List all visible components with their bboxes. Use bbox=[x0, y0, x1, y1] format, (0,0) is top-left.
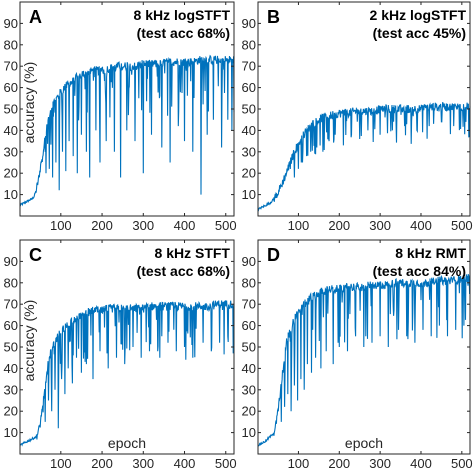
y-tick-label: 60 bbox=[242, 80, 256, 95]
y-tick-label: 70 bbox=[4, 59, 18, 74]
x-tick-label: 200 bbox=[328, 218, 350, 233]
y-tick-label: 50 bbox=[4, 102, 18, 117]
panel-letter: C bbox=[29, 245, 42, 265]
y-tick-label: 50 bbox=[4, 340, 18, 355]
y-tick-label: 10 bbox=[242, 425, 256, 440]
y-tick-label: 90 bbox=[4, 16, 18, 31]
x-tick-label: 500 bbox=[215, 218, 237, 233]
panel-title-line: (test acc 68%) bbox=[137, 263, 230, 279]
y-tick-label: 40 bbox=[4, 123, 18, 138]
y-tick-label: 30 bbox=[242, 144, 256, 159]
y-tick-label: 70 bbox=[242, 297, 256, 312]
y-tick-label: 60 bbox=[242, 318, 256, 333]
panel-title-line: (test acc 68%) bbox=[137, 25, 230, 41]
y-tick-label: 10 bbox=[242, 187, 256, 202]
y-tick-label: 60 bbox=[4, 318, 18, 333]
x-tick-label: 100 bbox=[288, 456, 310, 471]
x-tick-label: 400 bbox=[410, 218, 432, 233]
y-tick-label: 50 bbox=[242, 102, 256, 117]
y-tick-label: 10 bbox=[4, 425, 18, 440]
x-axis-label: epoch bbox=[108, 435, 146, 451]
series-line-d bbox=[257, 273, 471, 447]
x-tick-label: 500 bbox=[451, 456, 473, 471]
y-tick-label: 70 bbox=[242, 59, 256, 74]
x-tick-label: 200 bbox=[91, 456, 113, 471]
panel-c: 10 20 30 40 50 60 70 80 90 100 200 300 400 500 C 8 kHz … bbox=[4, 239, 237, 471]
series-line-b bbox=[257, 102, 471, 212]
y-tick-label: 50 bbox=[242, 340, 256, 355]
panel-title-line: 8 kHz logSTFT bbox=[134, 7, 231, 23]
y-tick-label: 60 bbox=[4, 80, 18, 95]
x-tick-label: 300 bbox=[369, 456, 391, 471]
x-tick-label: 400 bbox=[174, 218, 196, 233]
y-tick-label: 10 bbox=[4, 187, 18, 202]
y-tick-label: 30 bbox=[4, 144, 18, 159]
panel-title-line: 8 kHz STFT bbox=[155, 245, 231, 261]
panel-letter: D bbox=[267, 245, 280, 265]
y-tick-label: 80 bbox=[4, 275, 18, 290]
y-tick-label: 90 bbox=[4, 254, 18, 269]
y-tick-label: 30 bbox=[4, 382, 18, 397]
y-tick-label: 30 bbox=[242, 382, 256, 397]
panel-title-line: (test acc 84%) bbox=[373, 263, 466, 279]
panel-title-line: (test acc 45%) bbox=[373, 25, 466, 41]
x-axis-label: epoch bbox=[345, 435, 383, 451]
panel-title-line: 2 kHz logSTFT bbox=[370, 7, 467, 23]
x-tick-label: 100 bbox=[288, 218, 310, 233]
x-tick-label: 300 bbox=[369, 218, 391, 233]
y-axis-label: accuracy (%) bbox=[21, 300, 37, 382]
y-tick-label: 20 bbox=[4, 166, 18, 181]
x-tick-label: 300 bbox=[132, 456, 154, 471]
y-tick-label: 80 bbox=[242, 37, 256, 52]
x-tick-label: 200 bbox=[91, 218, 113, 233]
y-tick-label: 20 bbox=[4, 404, 18, 419]
panel-letter: B bbox=[267, 7, 280, 27]
panel-b: 10 20 30 40 50 60 70 80 90 100 200 300 400 500 B 2 kHz … bbox=[242, 1, 473, 233]
x-tick-label: 400 bbox=[174, 456, 196, 471]
series-line-a bbox=[19, 54, 235, 207]
y-tick-label: 20 bbox=[242, 166, 256, 181]
panel-d: 10 20 30 40 50 60 70 80 90 100 200 300 400 500 D 8 kHz … bbox=[242, 239, 473, 471]
y-tick-label: 80 bbox=[4, 37, 18, 52]
x-tick-label: 100 bbox=[50, 456, 72, 471]
y-tick-label: 40 bbox=[242, 123, 256, 138]
y-tick-label: 40 bbox=[242, 361, 256, 376]
panel-title-line: 8 kHz RMT bbox=[395, 245, 466, 261]
y-tick-label: 90 bbox=[242, 16, 256, 31]
y-tick-label: 70 bbox=[4, 297, 18, 312]
x-tick-label: 400 bbox=[410, 456, 432, 471]
x-tick-label: 200 bbox=[328, 456, 350, 471]
y-tick-label: 80 bbox=[242, 275, 256, 290]
x-tick-label: 500 bbox=[451, 218, 473, 233]
x-tick-label: 300 bbox=[132, 218, 154, 233]
y-tick-label: 20 bbox=[242, 404, 256, 419]
x-tick-label: 100 bbox=[50, 218, 72, 233]
y-tick-label: 90 bbox=[242, 254, 256, 269]
x-tick-label: 500 bbox=[215, 456, 237, 471]
panel-a: 10 20 30 40 50 60 70 80 90 100 200 300 400 500 A 8 kHz … bbox=[4, 1, 237, 233]
panel-letter: A bbox=[29, 7, 42, 27]
series-line-c bbox=[19, 300, 235, 447]
y-tick-label: 40 bbox=[4, 361, 18, 376]
y-axis-label: accuracy (%) bbox=[21, 62, 37, 144]
